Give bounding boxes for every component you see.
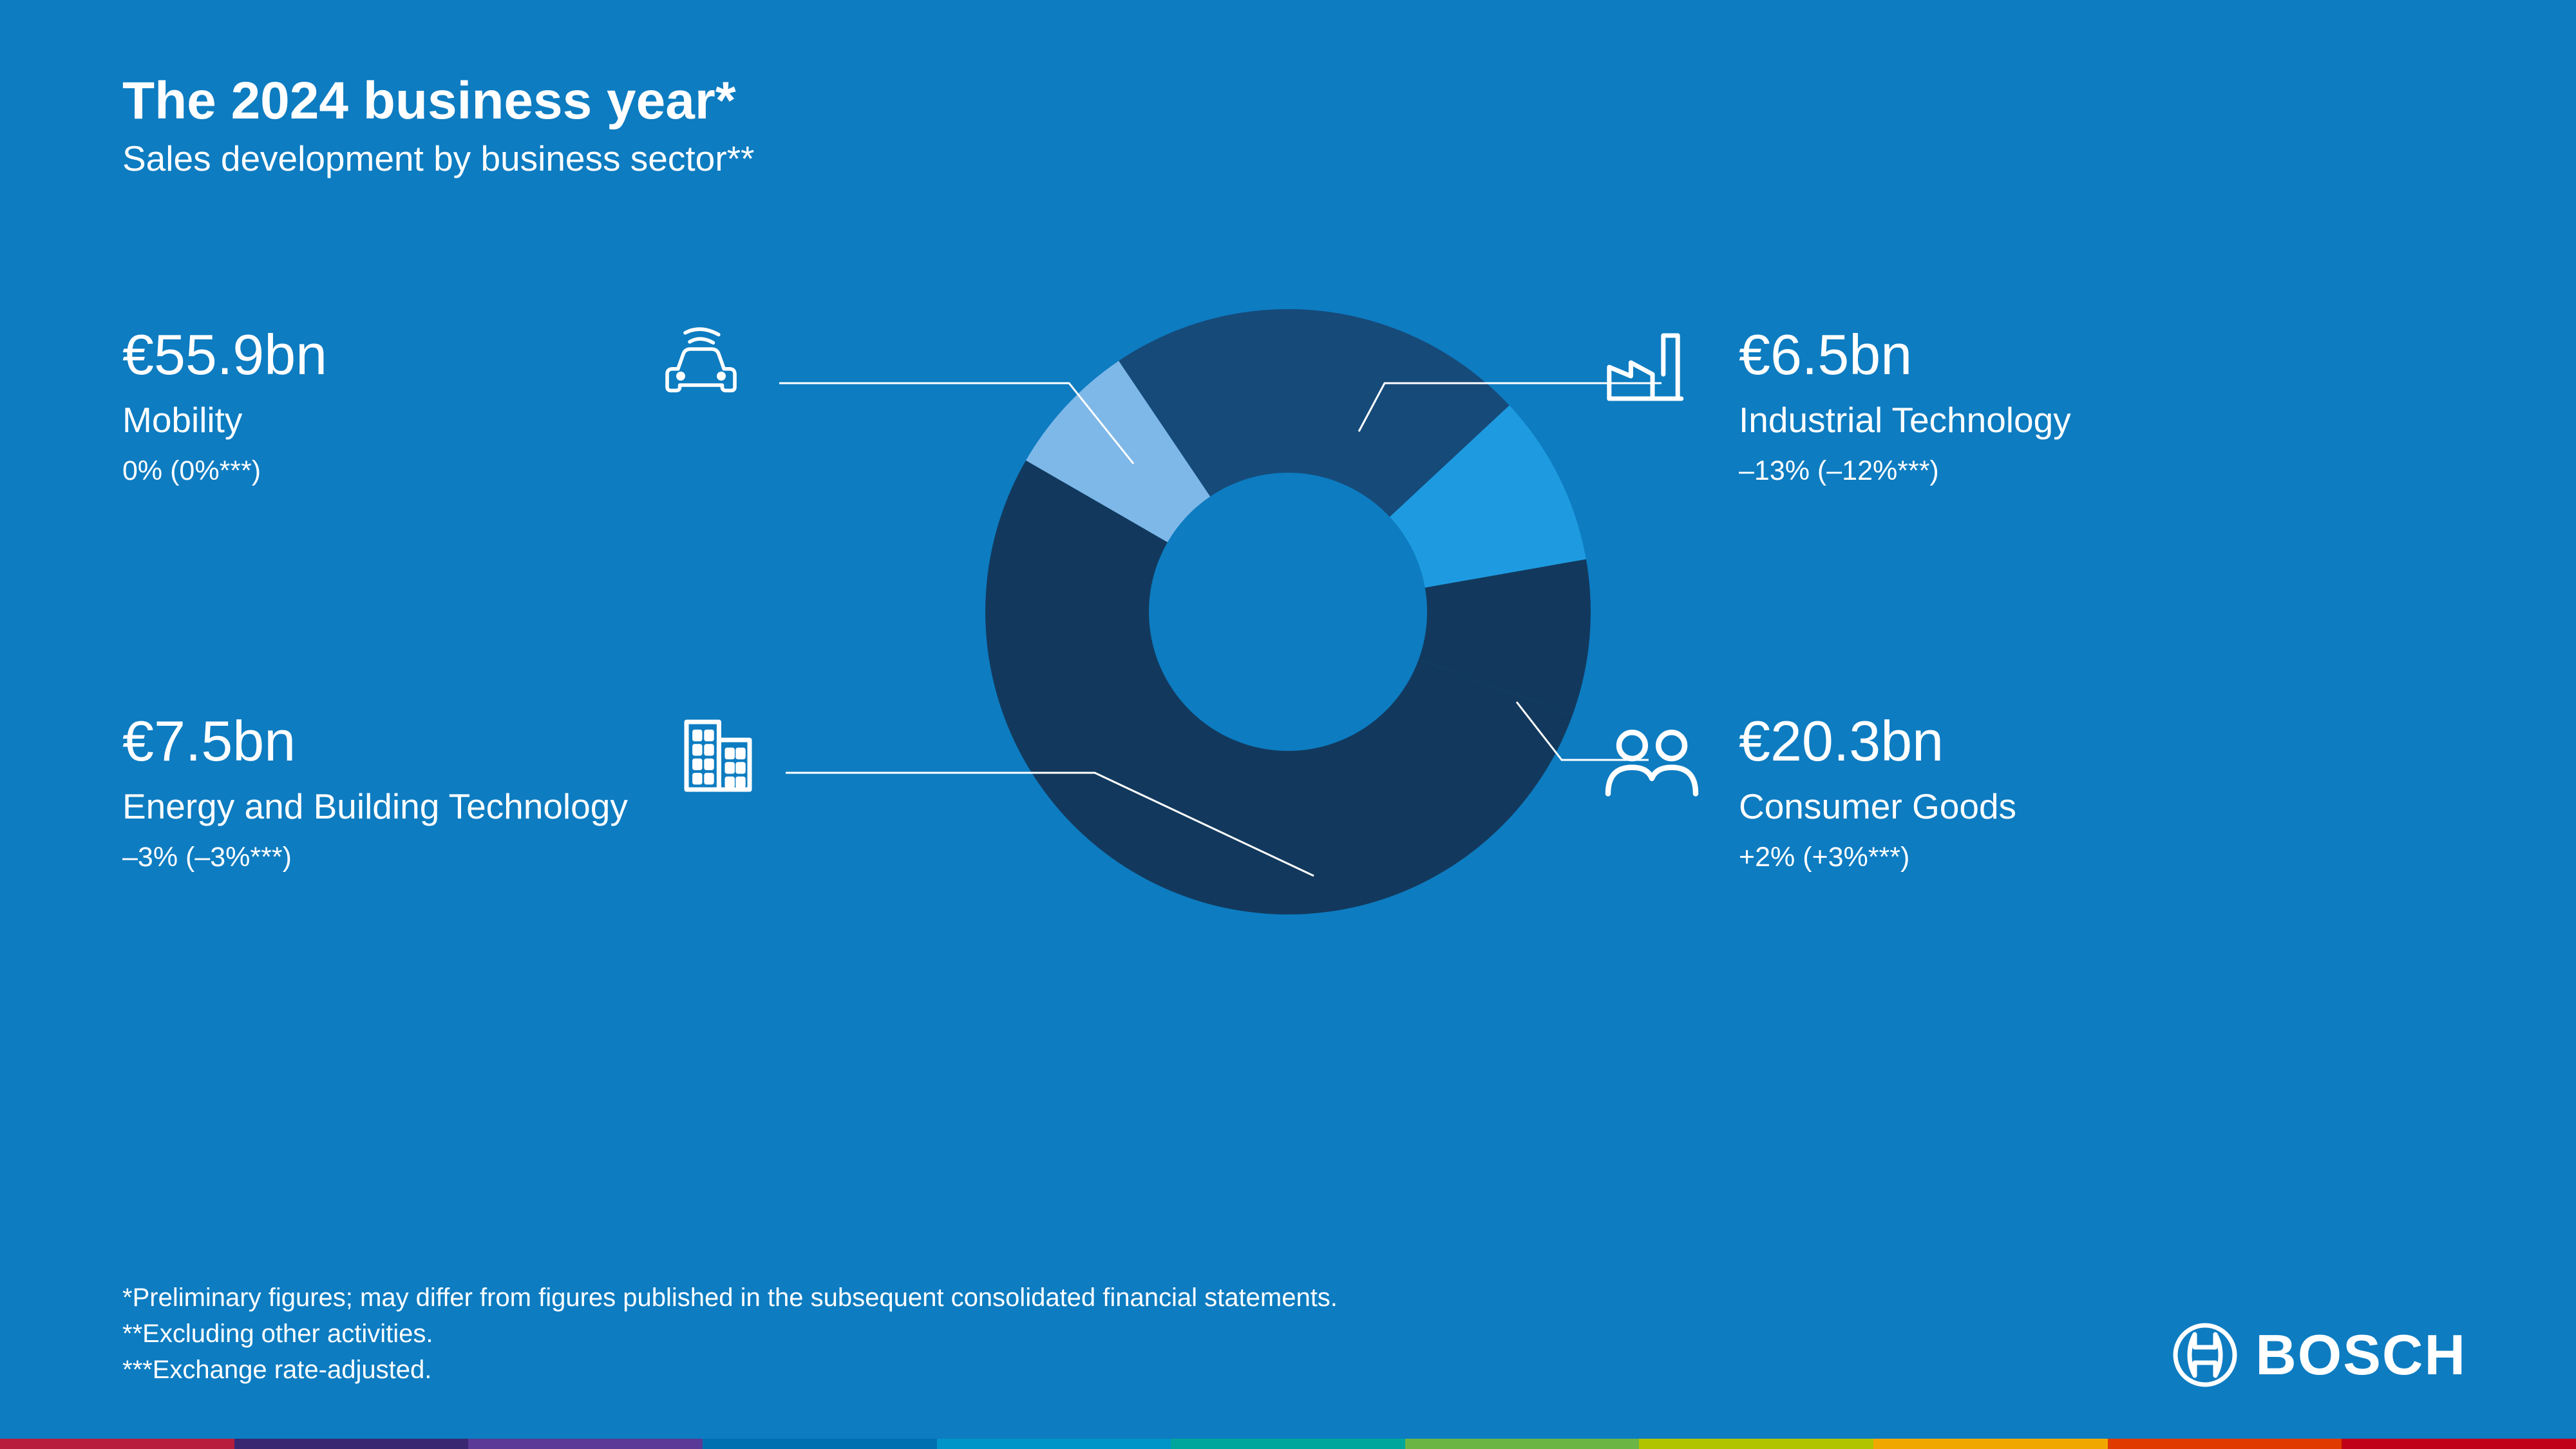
sector-industrial: €6.5bn Industrial Technology –13% (–12%*… — [1739, 322, 2267, 487]
footnote-line: ***Exchange rate-adjusted. — [122, 1352, 1338, 1388]
rainbow-bar — [0, 1439, 2576, 1449]
footnote-line: *Preliminary figures; may differ from fi… — [122, 1280, 1338, 1316]
sector-unit: bn — [1880, 709, 1944, 773]
footnotes: *Preliminary figures; may differ from fi… — [122, 1280, 1338, 1388]
page-title: The 2024 business year* — [122, 71, 754, 131]
sector-unit: bn — [1849, 323, 1912, 386]
people-icon — [1597, 715, 1707, 824]
sector-value: €6.5 — [1739, 323, 1849, 386]
sector-change: –3% (–3%***) — [122, 842, 650, 873]
sector-unit: bn — [264, 323, 327, 386]
sector-label: Mobility — [122, 398, 650, 442]
sector-change: +2% (+3%***) — [1739, 842, 2267, 873]
sector-value: €20.3 — [1739, 709, 1880, 773]
sector-unit: bn — [232, 709, 296, 773]
sector-label: Energy and Building Technology — [122, 784, 650, 829]
bosch-logo: BOSCH — [2173, 1322, 2467, 1388]
donut-chart — [985, 309, 1591, 914]
sector-change: –13% (–12%***) — [1739, 455, 2267, 487]
factory-icon — [1598, 322, 1689, 412]
sector-value: €55.9 — [122, 323, 264, 386]
bosch-logo-icon — [2173, 1323, 2237, 1387]
sector-consumer: €20.3bn Consumer Goods +2% (+3%***) — [1739, 708, 2267, 873]
car-icon — [654, 322, 744, 412]
footnote-line: **Excluding other activities. — [122, 1316, 1338, 1352]
sector-label: Consumer Goods — [1739, 784, 2267, 829]
building-icon — [673, 708, 763, 799]
sector-mobility: €55.9bn Mobility 0% (0%***) — [122, 322, 650, 487]
sector-change: 0% (0%***) — [122, 455, 650, 487]
bosch-logo-text: BOSCH — [2255, 1322, 2467, 1388]
page-subtitle: Sales development by business sector** — [122, 138, 754, 179]
sector-label: Industrial Technology — [1739, 398, 2267, 442]
sector-value: €7.5 — [122, 709, 232, 773]
sector-energy: €7.5bn Energy and Building Technology –3… — [122, 708, 650, 873]
